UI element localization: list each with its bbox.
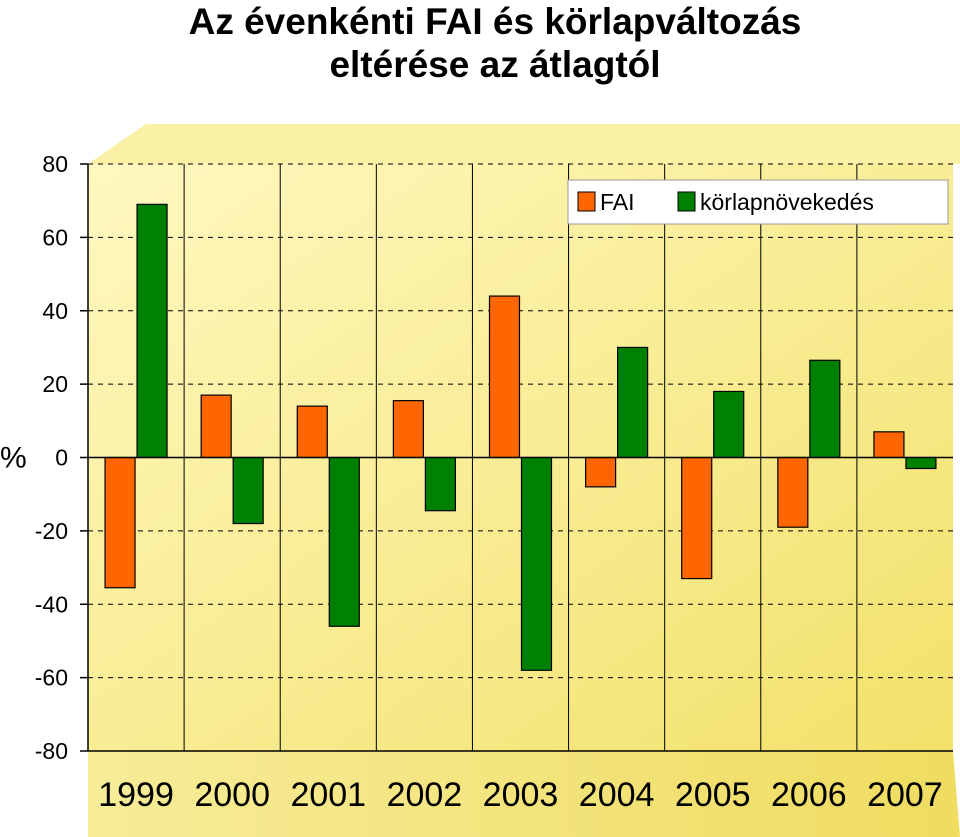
bar-korlapnovekedes-1999: [136, 203, 168, 459]
x-tick-label: 2002: [387, 776, 463, 814]
legend-swatch-korlapnovekedes: [677, 191, 696, 212]
y-tick-label: -80: [35, 738, 68, 764]
bars: [104, 203, 937, 671]
y-tick-label: -40: [35, 591, 68, 617]
bar-fai-2006: [777, 456, 809, 528]
bar-korlapnovekedes-2005: [713, 390, 745, 459]
y-axis-label: %: [0, 442, 27, 475]
y-tick-label: -20: [35, 518, 68, 544]
y-tick-label: 60: [42, 224, 68, 250]
chart-title: Az évenkénti FAI és körlapváltozás eltér…: [0, 0, 960, 86]
legend-swatch-fai: [577, 191, 596, 212]
bar-fai-2002: [392, 400, 424, 459]
y-tick-label: 0: [55, 445, 68, 471]
plot-floor: [88, 751, 960, 837]
chart-title-line-1: Az évenkénti FAI és körlapváltozás: [188, 1, 802, 42]
bar-fai-1999: [104, 456, 136, 589]
legend-box: [567, 179, 949, 225]
bar-fai-2007: [873, 431, 905, 459]
bar-fai-2003: [488, 295, 521, 459]
axes: [80, 163, 953, 752]
legend-label-korlapnovekedes: körlapnövekedés: [700, 189, 874, 215]
bar-korlapnovekedes-2006: [809, 359, 841, 459]
bar-korlapnovekedes-2000: [232, 456, 264, 525]
y-tick-label: -60: [35, 665, 68, 691]
y-tick-label: 20: [42, 371, 68, 397]
bar-fai-2004: [585, 456, 617, 488]
bar-korlapnovekedes-2004: [617, 346, 649, 459]
legend: FAI körlapnövekedés: [567, 179, 949, 225]
bar-korlapnovekedes-2002: [424, 456, 456, 512]
bar-fai-2000: [200, 394, 232, 459]
x-tick-label: 2004: [579, 776, 655, 814]
x-tick-label: 2000: [194, 776, 270, 814]
bar-korlapnovekedes-2003: [520, 456, 553, 671]
legend-label-fai: FAI: [600, 189, 635, 215]
x-tick-label: 2006: [771, 776, 847, 814]
x-tick-label: 2005: [675, 776, 751, 814]
x-tick-label: 2001: [290, 776, 366, 814]
bar-korlapnovekedes-2001: [328, 456, 360, 627]
y-tick-label: 40: [42, 298, 68, 324]
bar-korlapnovekedes-2007: [905, 456, 937, 470]
bar-fai-2005: [681, 456, 713, 580]
x-tick-label: 2007: [867, 776, 943, 814]
x-tick-label: 1999: [98, 776, 174, 814]
plot-top-depth: [88, 124, 960, 164]
axis-labels: -80 -60 -40 -20 0 20 40 60 80% 1999 2000 2001 2002 20…: [0, 151, 943, 814]
y-tick-label: 80: [42, 151, 68, 177]
x-tick-label: 2003: [483, 776, 559, 814]
bar-fai-2001: [296, 405, 328, 459]
chart-title-line-2: eltérése az átlagtól: [329, 44, 661, 85]
